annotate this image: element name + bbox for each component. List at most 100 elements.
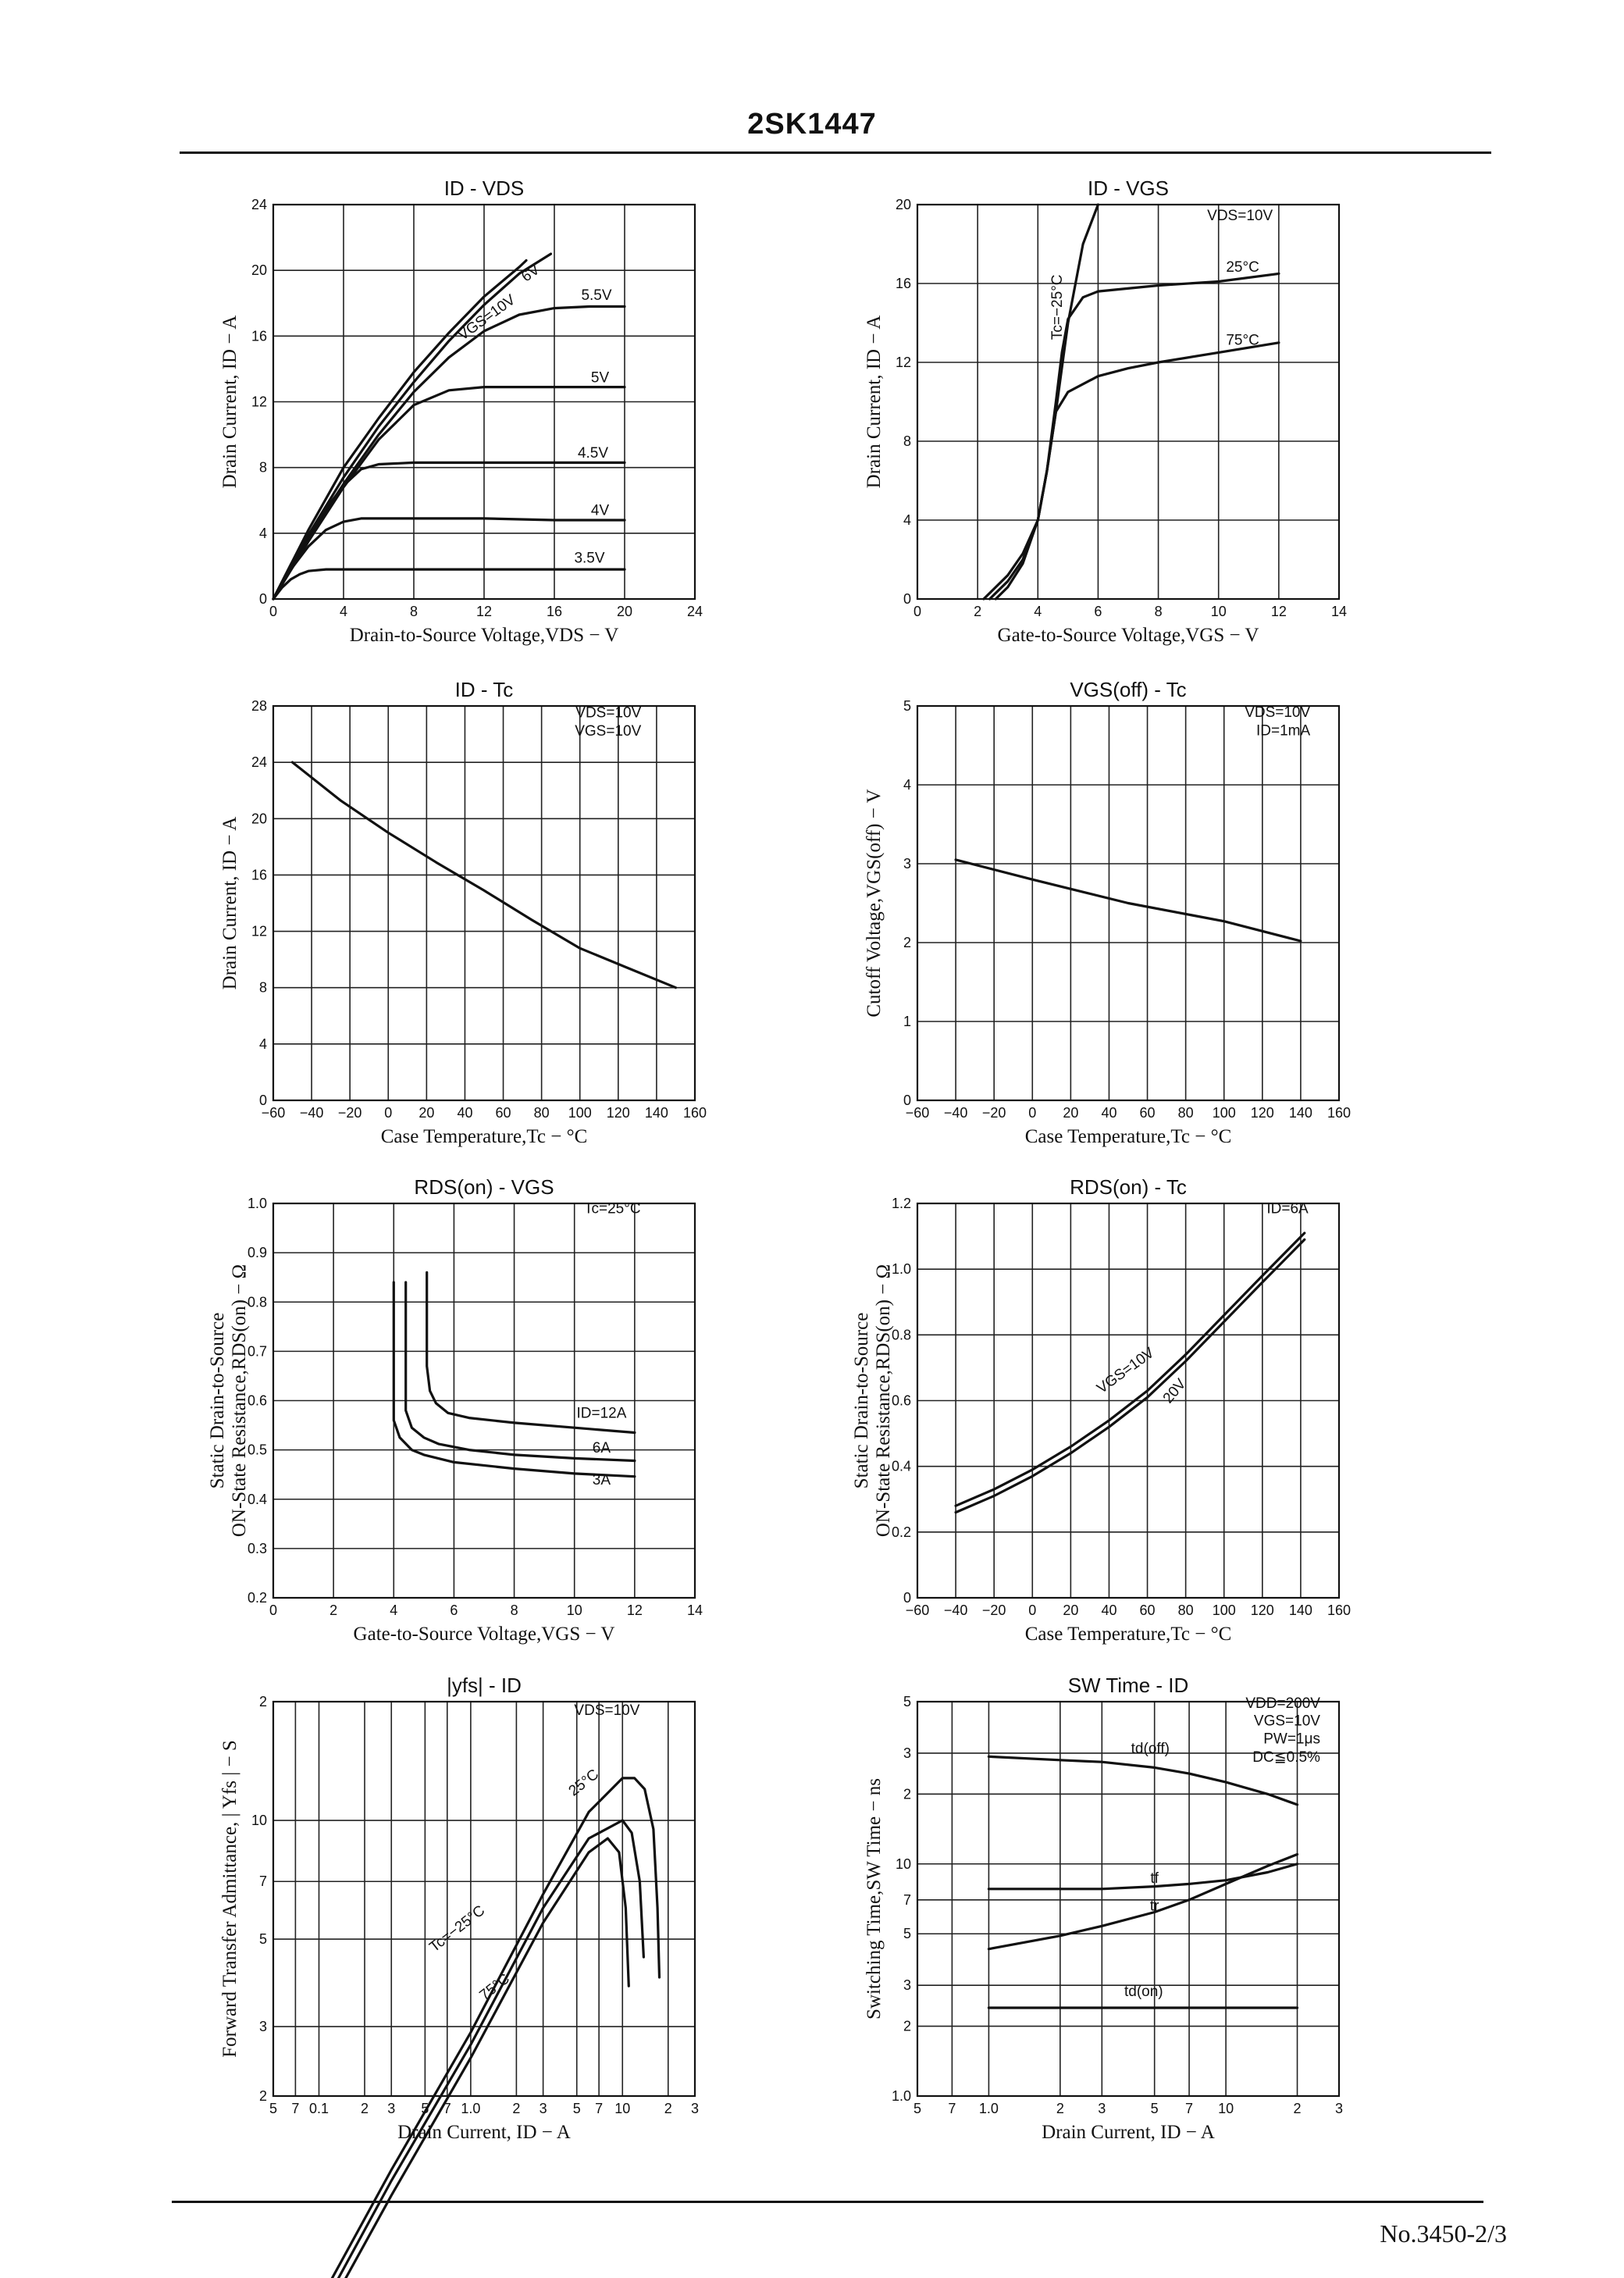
series-label: 4.5V (578, 445, 608, 462)
y-tick-label: 3 (903, 1977, 911, 1993)
chart-annotation: VDS=10V (1207, 208, 1273, 224)
y-axis-label: ON-State Resistance,RDS(on) − Ω (229, 1264, 250, 1537)
chart-title: ID - VDS (444, 176, 525, 200)
x-tick-label: 10 (1211, 604, 1227, 619)
y-tick-label: 8 (259, 460, 267, 476)
y-tick-label: 4 (259, 526, 267, 541)
x-tick-label: 8 (410, 604, 418, 619)
x-tick-label: 100 (1213, 1105, 1236, 1121)
series-line (290, 761, 678, 989)
chart-vgsoff-tc: VGS(off) - Tc−60 −40 −20 0 20 40 60 80 100 120 140… (864, 678, 1351, 1147)
chart-title: ID - VGS (1088, 176, 1169, 200)
y-tick-label: 0 (903, 1590, 911, 1606)
series-label: tf (1150, 1870, 1159, 1887)
grid (272, 1701, 696, 2097)
series-line (337, 1819, 646, 2278)
x-tick-label: 140 (1289, 1105, 1312, 1121)
x-tick-label: 3 (1098, 2101, 1106, 2116)
series-line (954, 858, 1302, 943)
series-label: 5V (591, 369, 610, 386)
x-axis-label: Gate-to-Source Voltage,VGS − V (998, 625, 1259, 646)
x-tick-label: 0 (384, 1105, 392, 1121)
plot-frame (272, 1700, 696, 2098)
y-tick-label: 20 (251, 262, 267, 278)
series-line (987, 1852, 1299, 1951)
series-line (272, 258, 528, 601)
x-tick-label: −60 (906, 1602, 930, 1618)
x-tick-label: 120 (1251, 1105, 1274, 1121)
y-tick-label: 2 (259, 2088, 267, 2104)
y-axis-label: Forward Transfer Admittance, | Yfs | − S (219, 1740, 240, 2057)
x-tick-label: 20 (418, 1105, 434, 1121)
x-tick-label: 1.0 (979, 2101, 999, 2116)
x-tick-label: −20 (982, 1602, 1006, 1618)
chart-annotation: Tc=25°C (584, 1201, 641, 1217)
chart-annotation: DC≦0.5% (1252, 1749, 1320, 1766)
chart-title: SW Time - ID (1068, 1674, 1189, 1697)
x-tick-label: 3 (540, 2101, 547, 2116)
y-tick-label: 3 (903, 856, 911, 872)
y-tick-label: 2 (259, 1694, 267, 1709)
x-tick-label: 2 (361, 2101, 369, 2116)
y-tick-label: 0 (903, 591, 911, 607)
x-tick-label: 80 (1178, 1105, 1194, 1121)
x-tick-label: 6 (450, 1602, 458, 1618)
x-tick-label: 7 (291, 2101, 299, 2116)
series-line (982, 341, 1280, 601)
x-tick-label: 6 (1094, 604, 1102, 619)
x-tick-label: 60 (496, 1105, 511, 1121)
y-axis-label: Switching Time,SW Time − ns (864, 1778, 885, 2020)
grid (272, 1203, 696, 1599)
y-tick-label: 0.3 (248, 1541, 267, 1556)
page-number: No.3450-2/3 (1380, 2219, 1507, 2248)
y-tick-label: 10 (251, 1813, 267, 1828)
chart-rdson-vgs: RDS(on) - VGS 0 2 4 6 8 10 12 14 0.2 0.3 0.4 0.5 0.6 0… (207, 1175, 703, 1645)
series-label: 25°C (566, 1766, 602, 1800)
chart-annotation: ID=1mA (1256, 722, 1310, 739)
chart-id-tc: ID - Tc −60 −40 −20 0 20 40 60 80 100 120 140 160 0 4 8… (219, 678, 707, 1147)
y-tick-label: 0.6 (892, 1393, 911, 1409)
plot-frame (272, 704, 696, 1102)
grid (272, 705, 696, 1101)
series-label: 6A (593, 1440, 611, 1456)
series-line (272, 568, 626, 601)
series-line (272, 386, 626, 601)
x-tick-label: −60 (262, 1105, 286, 1121)
y-tick-label: 0.6 (248, 1393, 267, 1409)
plot-frame (272, 203, 696, 601)
plot-frame (916, 203, 1341, 601)
x-tick-label: 4 (1034, 604, 1042, 619)
x-tick-label: 7 (1185, 2101, 1193, 2116)
x-tick-label: 40 (1101, 1105, 1116, 1121)
y-tick-label: 7 (903, 1892, 911, 1908)
x-tick-label: 160 (1327, 1602, 1351, 1618)
y-tick-label: 1 (903, 1014, 911, 1029)
x-tick-label: 10 (1218, 2101, 1234, 2116)
x-tick-label: 40 (457, 1105, 472, 1121)
chart-annotation: VDD=200V (1245, 1695, 1320, 1712)
x-tick-label: 12 (627, 1602, 643, 1618)
x-tick-label: 160 (1327, 1105, 1351, 1121)
x-tick-label: 100 (1213, 1602, 1236, 1618)
series-label: 75°C (1226, 332, 1259, 348)
x-tick-label: 14 (687, 1602, 703, 1618)
series-line (344, 1837, 630, 2278)
series-label: 3.5V (574, 551, 604, 567)
series-label: 3A (593, 1472, 611, 1488)
series-label: Tc=−25°C (1049, 274, 1066, 340)
y-tick-label: 5 (259, 1931, 267, 1947)
x-tick-label: 2 (512, 2101, 520, 2116)
y-tick-label: 1.0 (892, 1261, 911, 1277)
x-tick-label: 2 (1056, 2101, 1064, 2116)
y-axis-label: Drain Current, ID − A (219, 817, 240, 990)
y-tick-label: 0 (903, 1093, 911, 1108)
x-tick-label: 5 (1151, 2101, 1159, 2116)
chart-id-vgs: ID - VGS 0 2 4 6 8 10 12 14 0 4 8 12 16 20 Gate-to-Sour… (864, 176, 1347, 646)
x-tick-label: −60 (906, 1105, 930, 1121)
x-axis-label: Case Temperature,Tc − °C (381, 1126, 588, 1147)
x-tick-label: −40 (944, 1602, 968, 1618)
y-tick-label: 0.2 (248, 1590, 267, 1606)
x-tick-label: 3 (691, 2101, 699, 2116)
x-tick-label: 80 (1178, 1602, 1194, 1618)
series-label: tr (1150, 1898, 1159, 1914)
